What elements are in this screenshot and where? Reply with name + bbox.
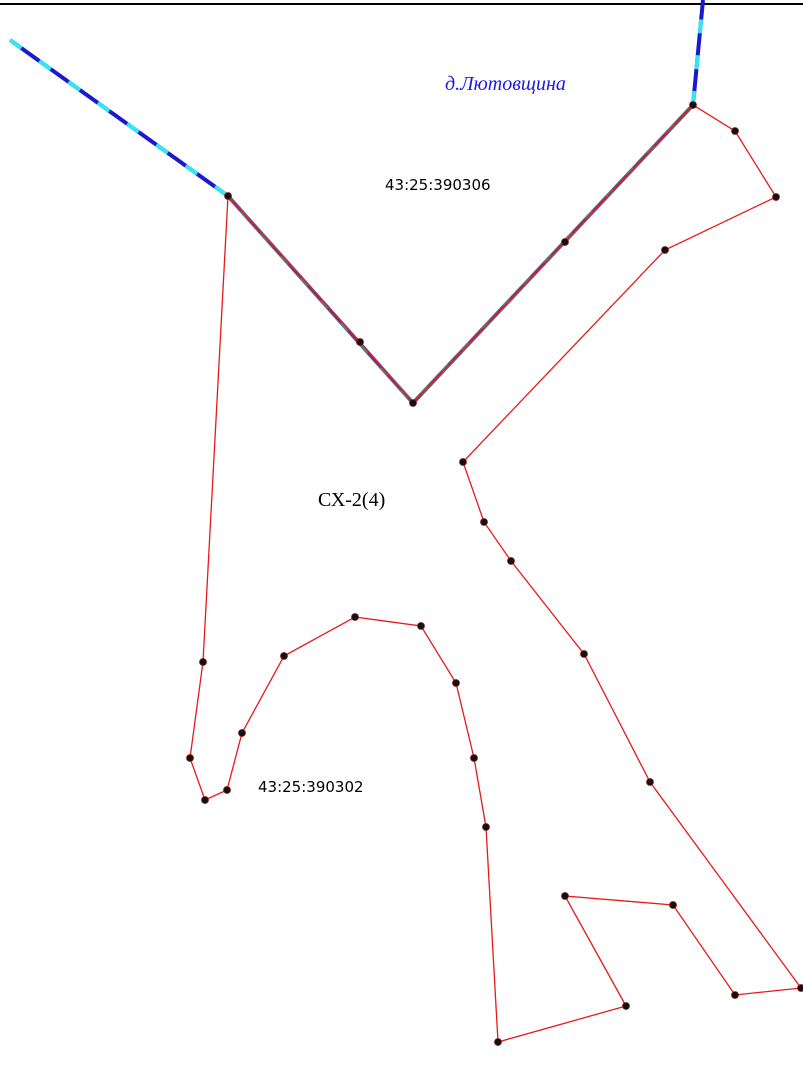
vertex	[507, 557, 515, 565]
vertex	[622, 1002, 630, 1010]
parcel-outline	[189, 104, 803, 1043]
vertex	[731, 127, 739, 135]
vertex	[224, 192, 232, 200]
vertex	[797, 984, 803, 992]
vertex	[689, 101, 697, 109]
vertex	[452, 679, 460, 687]
zone-label: СХ-2(4)	[318, 489, 385, 511]
vertex	[669, 901, 677, 909]
vertex	[731, 991, 739, 999]
blue-boundary	[691, 0, 705, 106]
cyan-boundary	[8, 38, 230, 198]
vertex	[238, 729, 246, 737]
vertex	[201, 796, 209, 804]
vertex	[561, 238, 569, 246]
vertex	[280, 652, 288, 660]
vertex	[646, 778, 654, 786]
vertex	[351, 613, 359, 621]
purple-boundary	[227, 104, 694, 405]
vertex	[561, 892, 569, 900]
vertex	[482, 823, 490, 831]
settlement-label: д.Лютовщина	[445, 73, 566, 95]
vertex	[459, 458, 467, 466]
vertex	[661, 246, 669, 254]
vertex	[480, 518, 488, 526]
vertices	[186, 101, 803, 1046]
gray-boundary	[226, 103, 695, 406]
parcel-label: 43:25:390302	[258, 778, 364, 796]
parcel-label: 43:25:390306	[385, 176, 491, 194]
vertex	[772, 193, 780, 201]
vertex	[417, 622, 425, 630]
vertex	[470, 754, 478, 762]
vertex	[494, 1038, 502, 1046]
vertex	[356, 338, 364, 346]
vertex	[223, 786, 231, 794]
vertex	[409, 399, 417, 407]
vertex	[186, 754, 194, 762]
vertex	[199, 658, 207, 666]
vertex	[580, 650, 588, 658]
